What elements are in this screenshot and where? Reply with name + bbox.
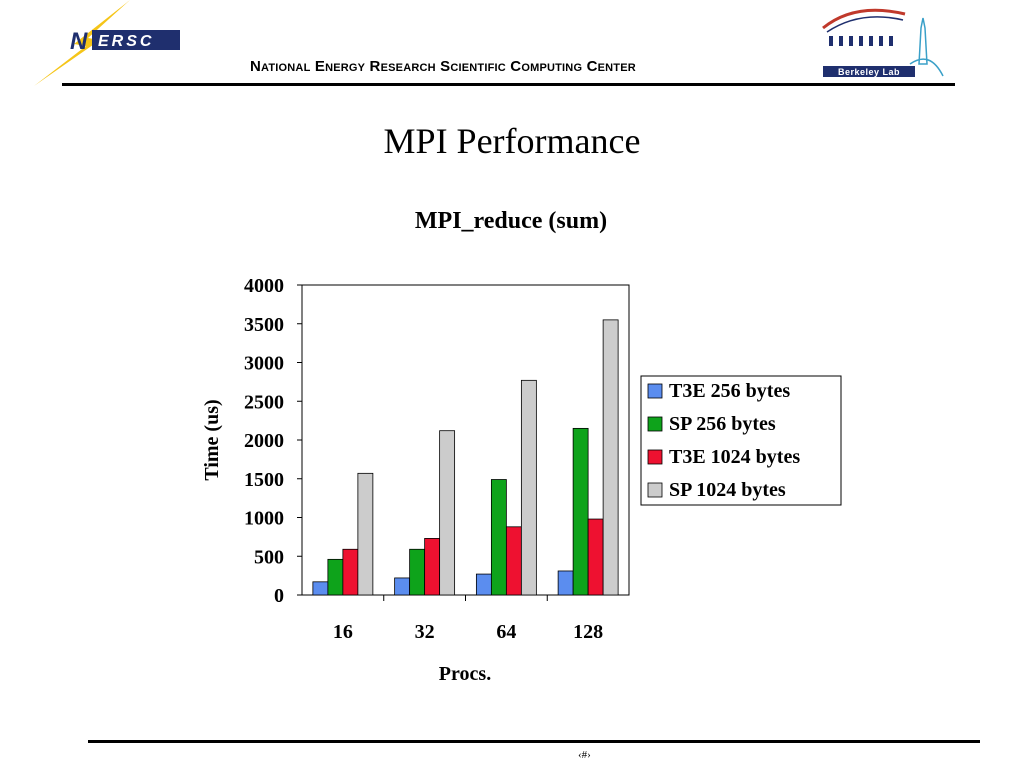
bar [490,479,507,596]
bar [475,573,492,596]
bar [505,526,522,596]
y-tick-label: 1000 [244,508,284,530]
legend-box [640,375,842,506]
chart-axes [297,284,548,601]
legend-swatch [647,416,663,432]
lbl-arc-inner-icon [826,16,904,33]
nersc-logo-letter: N [70,28,88,55]
y-tick-label: 4000 [244,275,284,297]
bar [342,548,359,596]
chart-title: MPI_reduce (sum) [415,208,607,234]
legend-label: SP 1024 bytes [669,479,786,501]
x-tick-label: 64 [496,621,516,643]
nersc-logo-bar [92,30,180,50]
bar [557,570,574,596]
lbl-columns-icon [829,36,893,46]
x-tick-label: 32 [415,621,435,643]
x-tick-label: 128 [573,621,603,643]
page-number: ‹#› [578,749,591,761]
lbl-name-text: Berkeley Lab [838,67,900,77]
y-tick-label: 3500 [244,314,284,336]
lbl-name-bar [823,66,915,77]
y-axis-label: Time (us) [201,399,223,480]
chart-legend: T3E 256 bytes SP 256 bytes T3E 1024 bytes S… [647,380,800,501]
slide-title: MPI Performance [383,121,641,161]
legend-label: SP 256 bytes [669,413,776,435]
bar [312,581,329,596]
legend-swatch [647,482,663,498]
legend-label: T3E 256 bytes [669,380,790,402]
lbl-arc-icon [822,8,906,30]
y-tick-label: 2000 [244,430,284,452]
y-tick-label: 2500 [244,391,284,413]
footer-divider [88,740,980,743]
lbl-hill-icon [909,58,944,77]
bar [409,548,426,596]
x-tick-labels: 16 32 64 128 [333,621,603,643]
bar [357,472,374,596]
legend-label: T3E 1024 bytes [669,446,800,468]
bar [520,379,537,596]
lightning-bolt-icon [34,0,130,86]
legend-swatch [647,383,663,399]
bar [424,538,441,596]
lbl-tower-icon [918,17,928,65]
y-tick-labels: 0 500 1000 1500 2000 2500 3000 3500 4000 [244,275,284,607]
y-tick-label: 1500 [244,469,284,491]
header-divider [62,83,955,86]
legend-swatch [647,449,663,465]
bar [602,319,619,596]
nersc-logo-text: ERSC [98,33,154,50]
berkeley-lab-logo: Berkeley Lab [822,8,944,77]
y-tick-label: 3000 [244,353,284,375]
bar [394,577,411,596]
chart-bars [312,319,619,596]
y-tick-label: 500 [254,546,284,568]
bar [587,518,604,596]
bar [327,558,344,596]
y-tick-label: 0 [274,585,284,607]
x-axis-label: Procs. [439,663,491,685]
header-org-name: National Energy Research Scientific Comp… [250,58,636,75]
nersc-logo: N ERSC [34,0,180,86]
bar [439,430,456,596]
x-tick-label: 16 [333,621,353,643]
bar [572,427,589,596]
